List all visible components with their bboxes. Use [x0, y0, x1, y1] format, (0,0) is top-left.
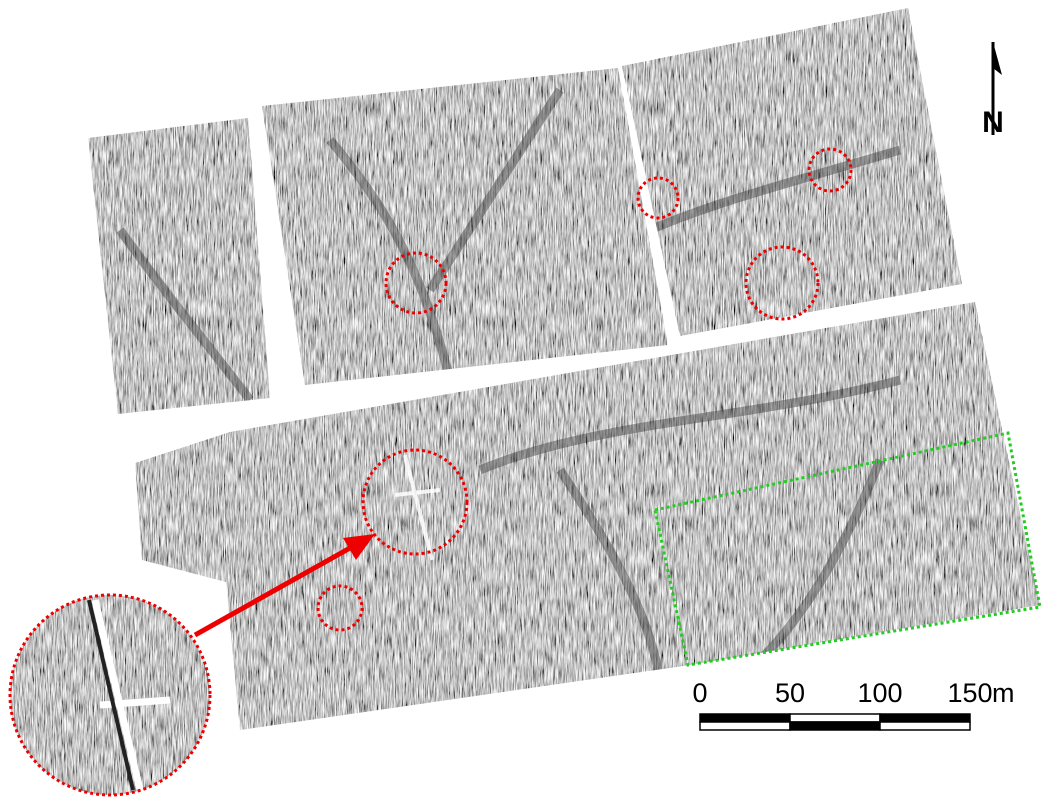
arrow-shaft	[193, 545, 352, 638]
green-area	[653, 431, 1042, 667]
scale-label: 100	[857, 678, 902, 708]
highlight-circles	[316, 147, 853, 632]
scale-unit: m	[992, 678, 1015, 708]
highlight-circle	[636, 176, 680, 220]
scale-segment	[789, 721, 881, 731]
highlight-circle	[316, 584, 364, 632]
scale-segment	[879, 713, 971, 723]
scale-label: 150	[947, 678, 992, 708]
scale-segment	[699, 713, 791, 723]
north-arrow-head	[993, 42, 1002, 75]
scale-segment	[699, 721, 791, 731]
scale-bar: 0 50 100 150 m	[692, 678, 1015, 731]
cross-feature	[394, 454, 441, 561]
highlight-circle	[744, 245, 820, 321]
scale-segment	[879, 721, 971, 731]
highlight-circle	[807, 147, 853, 193]
arrow-head	[343, 534, 375, 560]
scale-segment	[789, 713, 881, 723]
north-label: N	[982, 106, 1004, 139]
scale-label: 0	[692, 678, 707, 708]
highlight-circle	[384, 251, 448, 315]
inset	[8, 593, 212, 797]
north-arrow: N	[982, 42, 1004, 139]
highlight-circle	[361, 448, 469, 556]
inset-shadow	[87, 599, 135, 791]
scale-label: 50	[775, 678, 805, 708]
arrow	[193, 534, 375, 638]
linear-features	[116, 87, 902, 681]
inset-outline	[8, 593, 212, 797]
